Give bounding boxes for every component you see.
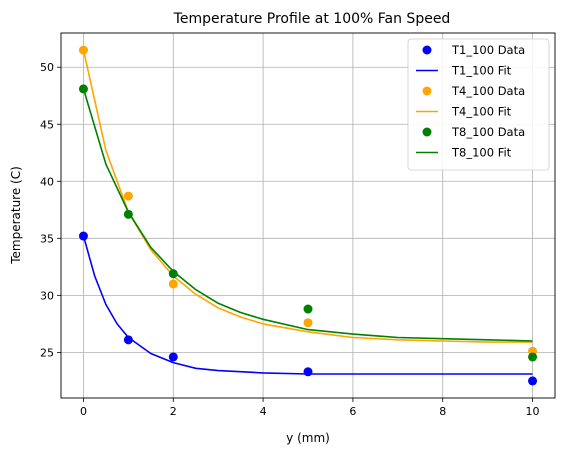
legend-label: T4_100 Fit [451,105,512,119]
data-point [123,209,133,219]
x-axis-label: y (mm) [286,431,330,445]
x-tick-label: 4 [260,405,267,418]
y-axis-ticks: 25 30 35 40 45 50 [40,61,61,359]
data-point [78,45,88,55]
axes-frame [60,32,556,399]
legend-marker [422,127,432,137]
data-point [303,367,313,377]
legend-box [407,38,550,171]
data-point [303,304,313,314]
x-tick-label: 0 [80,405,87,418]
chart-title: Temperature Profile at 100% Fan Speed [173,11,451,27]
x-tick-label: 8 [439,405,446,418]
y-tick-label: 30 [40,289,54,302]
x-tick-label: 6 [349,405,356,418]
data-point [78,231,88,241]
legend-label: T8_100 Data [451,125,525,139]
legend-marker [422,86,432,96]
y-tick-label: 45 [40,118,54,131]
y-tick-label: 35 [40,232,54,245]
y-tick-label: 40 [40,175,54,188]
x-tick-label: 2 [170,405,177,418]
data-point [123,191,133,201]
data-point [168,279,178,289]
legend-marker [422,45,432,55]
x-axis-ticks: 0 2 4 6 8 10 [80,398,540,418]
data-point [168,352,178,362]
data-point [303,318,313,328]
data-point [123,335,133,345]
legend-label: T1_100 Data [451,43,525,57]
y-tick-label: 25 [40,346,54,359]
legend-label: T8_100 Fit [451,146,512,160]
data-point [78,84,88,94]
data-point [528,376,538,386]
legend-label: T1_100 Fit [451,64,512,78]
data-point [528,352,538,362]
y-tick-label: 50 [40,61,54,74]
plot-area [78,45,538,386]
y-axis-label: Temperature (C) [9,166,23,265]
legend: T1_100 Data T1_100 Fit T4_100 Data T4_100 F… [407,38,550,171]
x-tick-label: 10 [526,405,540,418]
series-line [82,88,533,342]
series-line [82,235,533,375]
data-point [168,269,178,279]
legend-label: T4_100 Data [451,84,525,98]
